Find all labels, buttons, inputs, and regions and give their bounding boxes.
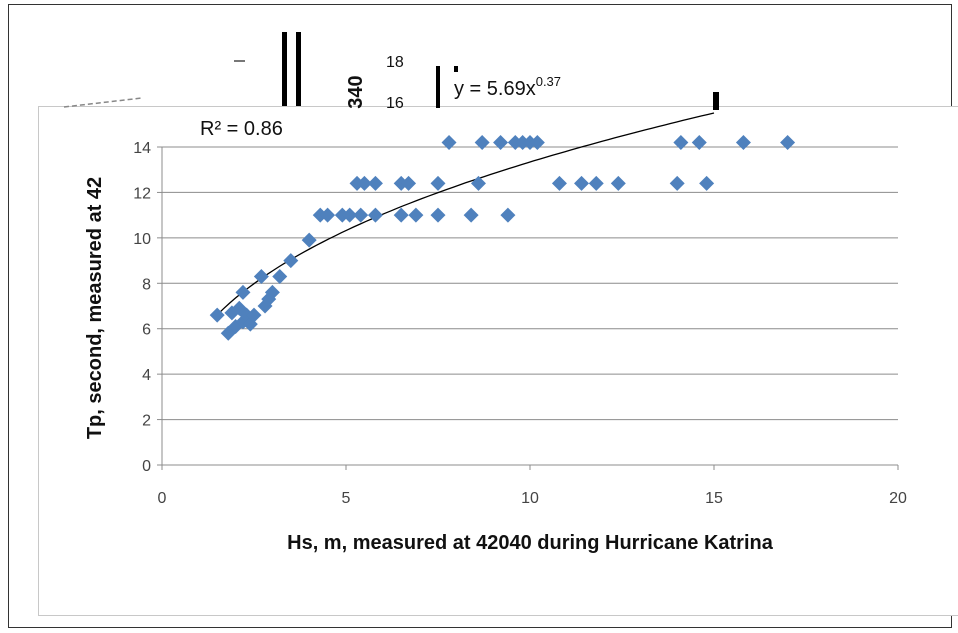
y-tick-label: 0 xyxy=(142,458,151,475)
data-points xyxy=(209,134,796,341)
data-point xyxy=(470,175,486,191)
y-tick-label: 8 xyxy=(142,276,151,293)
data-point xyxy=(393,207,409,223)
y-tick-label: 10 xyxy=(133,231,151,248)
axes: 0 2 4 6 8 10 12 14 0 5 10 15 20 xyxy=(133,140,907,507)
data-point xyxy=(529,134,545,150)
bar-mark xyxy=(713,92,719,110)
data-point xyxy=(408,207,424,223)
data-point xyxy=(430,207,446,223)
data-point xyxy=(320,207,336,223)
y-tick-label: 2 xyxy=(142,413,151,430)
data-point xyxy=(474,134,490,150)
data-point xyxy=(500,207,516,223)
bar-mark xyxy=(436,66,440,108)
x-tick-label: 20 xyxy=(889,490,907,507)
y-tick-label: 12 xyxy=(133,185,151,202)
data-point xyxy=(283,253,299,269)
x-tick-label: 10 xyxy=(521,490,539,507)
data-point xyxy=(253,268,269,284)
data-point xyxy=(367,207,383,223)
x-axis-title: Hs, m, measured at 42040 during Hurrican… xyxy=(287,532,774,554)
top-mask xyxy=(20,8,950,102)
y-tick-label: 6 xyxy=(142,322,151,339)
bar-mark xyxy=(454,66,458,72)
data-point xyxy=(441,134,457,150)
trendline-layer xyxy=(216,112,715,316)
stray-tick-18: 18 xyxy=(386,54,404,71)
data-point xyxy=(401,175,417,191)
x-tick-label: 15 xyxy=(705,490,723,507)
data-point xyxy=(430,175,446,191)
data-point xyxy=(356,175,372,191)
equation-exponent: 0.37 xyxy=(536,74,561,89)
data-point xyxy=(342,207,358,223)
data-point xyxy=(367,175,383,191)
bar-mark xyxy=(282,32,287,106)
y-axis-title: Tp, second, measured at 42 xyxy=(84,177,106,439)
data-point xyxy=(246,307,262,323)
bar-mark xyxy=(296,32,301,106)
y-tick-label: 4 xyxy=(142,367,151,384)
trendline-equation: y = 5.69x0.37 xyxy=(454,74,561,100)
y-tick-label: 14 xyxy=(133,140,151,157)
data-point xyxy=(264,284,280,300)
data-point xyxy=(588,175,604,191)
data-point xyxy=(272,268,288,284)
data-point xyxy=(235,284,251,300)
data-point xyxy=(301,232,317,248)
gridlines xyxy=(162,146,898,421)
data-point xyxy=(669,175,685,191)
data-point xyxy=(610,175,626,191)
data-point xyxy=(673,134,689,150)
data-point xyxy=(699,175,715,191)
r-squared-label: R² = 0.86 xyxy=(200,118,283,140)
data-point xyxy=(209,307,225,323)
equation-main: y = 5.69x xyxy=(454,78,536,100)
stray-fragment: 340 xyxy=(345,75,367,108)
x-tick-label: 0 xyxy=(158,490,167,507)
data-point xyxy=(691,134,707,150)
x-tick-label: 5 xyxy=(342,490,351,507)
data-point xyxy=(551,175,567,191)
stray-dash xyxy=(63,97,143,108)
data-point xyxy=(780,134,796,150)
data-point xyxy=(735,134,751,150)
data-point xyxy=(463,207,479,223)
data-point xyxy=(574,175,590,191)
data-point xyxy=(493,134,509,150)
stray-tick-16: 16 xyxy=(386,95,404,112)
power-trendline xyxy=(216,112,715,316)
data-point xyxy=(353,207,369,223)
